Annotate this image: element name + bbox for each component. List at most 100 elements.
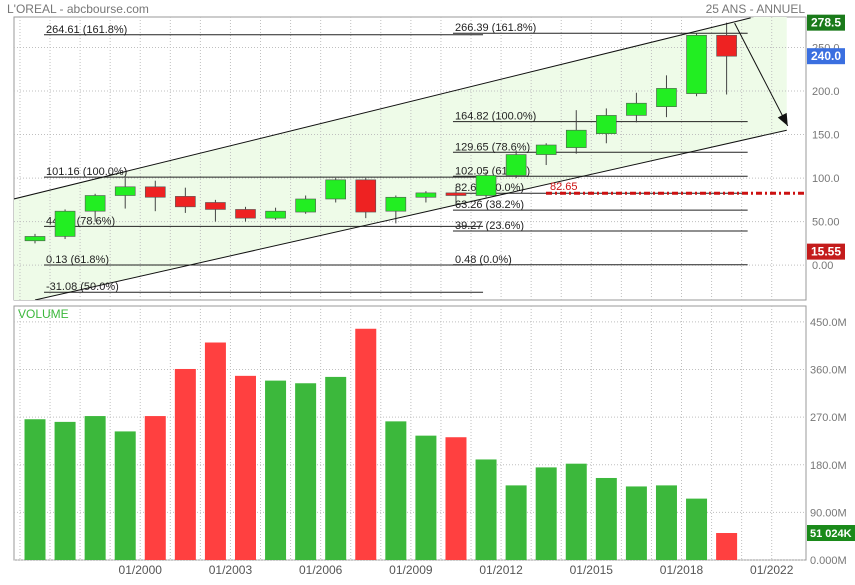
fib-level-label: 164.82 (100.0%) xyxy=(455,111,536,123)
candle-body xyxy=(235,209,256,219)
volume-bar xyxy=(565,463,587,560)
volume-bar xyxy=(355,328,377,560)
candle-body xyxy=(445,192,467,196)
axes: 0.0050.00100.0150.0200.0250.00.000M90.00… xyxy=(119,14,855,577)
fib-level-label: -31.08 (50.0%) xyxy=(46,281,119,293)
price-marker-box xyxy=(807,48,845,65)
price-tick-label: 100.0 xyxy=(812,173,840,185)
volume-bar xyxy=(535,467,557,560)
candle-body xyxy=(415,192,437,198)
trend-arrow-head xyxy=(777,112,788,126)
price-tick-label: 0.00 xyxy=(812,260,833,272)
x-tick-label: 01/2003 xyxy=(209,563,253,577)
candle-body xyxy=(656,88,677,107)
volume-tick-label: 90.00M xyxy=(810,507,847,519)
x-tick-label: 01/2006 xyxy=(299,563,343,577)
candle-body xyxy=(144,186,166,198)
fib-level-label: 264.61 (161.8%) xyxy=(46,24,127,36)
volume-tick-label: 0.000M xyxy=(810,555,847,567)
fib-level-label: 0.48 (0.0%) xyxy=(455,254,512,266)
candle-body xyxy=(175,196,196,208)
volume-bar xyxy=(54,421,76,560)
fib-level-label: 63.26 (38.2%) xyxy=(455,199,524,211)
x-tick-label: 01/2022 xyxy=(750,563,794,577)
volume-marker-box xyxy=(807,525,855,542)
volume-tick-label: 180.0M xyxy=(810,460,847,472)
candle-body xyxy=(505,154,527,176)
chart-title: L'OREAL - abcbourse.com xyxy=(7,2,149,16)
price-tick-label: 200.0 xyxy=(812,86,840,98)
volume-bar xyxy=(716,533,738,560)
price-marker-label: 15.55 xyxy=(811,245,841,259)
support-line-label: 82.65 xyxy=(550,181,578,193)
volume-bar xyxy=(505,485,527,560)
volume-bar xyxy=(234,375,256,560)
volume-marker-label: 51 024K xyxy=(810,528,852,540)
volume-tick-label: 450.0M xyxy=(810,317,847,329)
volume-bar xyxy=(204,342,226,560)
volume-bar xyxy=(174,368,196,560)
volume-bar xyxy=(415,435,437,560)
volume-bar xyxy=(295,383,317,560)
x-tick-label: 01/2009 xyxy=(389,563,433,577)
x-tick-label: 01/2015 xyxy=(570,563,614,577)
volume-tick-label: 270.0M xyxy=(810,412,847,424)
volume-bar xyxy=(114,431,136,560)
volume-bars xyxy=(24,328,738,560)
fib-level-label: 0.13 (61.8%) xyxy=(46,254,109,266)
price-marker-label: 278.5 xyxy=(811,16,841,30)
volume-bar xyxy=(625,486,647,560)
candle-body xyxy=(114,186,136,196)
fib-level-label: 129.65 (78.6%) xyxy=(455,141,530,153)
volume-bar xyxy=(24,419,46,560)
candle-body xyxy=(535,144,557,155)
fib-level-label: 101.16 (100.0%) xyxy=(46,166,127,178)
price-marker-box xyxy=(807,14,845,31)
fib-level-label: 39.27 (23.6%) xyxy=(455,220,524,232)
trend-arrow-line xyxy=(734,22,789,127)
volume-bar xyxy=(265,380,287,560)
candle-body xyxy=(355,179,377,213)
volume-bar xyxy=(445,437,467,560)
candle-body xyxy=(385,196,407,212)
price-marker-box xyxy=(807,243,845,260)
candles xyxy=(24,22,737,244)
volume-bar xyxy=(475,459,497,560)
channel-fill xyxy=(14,17,787,300)
volume-bar xyxy=(84,416,106,560)
candle-body xyxy=(475,175,497,196)
candle-body xyxy=(596,115,617,134)
candle-body xyxy=(686,34,707,94)
chart-period: 25 ANS - ANNUEL xyxy=(706,2,806,16)
volume-bar xyxy=(325,376,347,560)
x-tick-label: 01/2000 xyxy=(119,563,163,577)
candle-body xyxy=(565,129,587,148)
candle-body xyxy=(716,34,737,57)
volume-bar xyxy=(385,421,407,560)
fib-level-label: 266.39 (161.8%) xyxy=(455,22,536,34)
channel-lower-line xyxy=(34,129,787,300)
channel-upper-line xyxy=(14,17,751,200)
candle-body xyxy=(265,210,286,219)
volume-title: VOLUME xyxy=(18,307,69,321)
volume-bar xyxy=(595,477,617,560)
price-marker-label: 240.0 xyxy=(811,49,841,63)
volume-tick-label: 360.0M xyxy=(810,365,847,377)
candle-body xyxy=(24,236,46,242)
fibonacci-levels: 264.61 (161.8%)101.16 (100.0%)44.56 (78.… xyxy=(44,22,748,293)
candle-body xyxy=(626,102,647,116)
volume-bar xyxy=(686,498,708,560)
price-tick-label: 150.0 xyxy=(812,130,840,142)
candle-body xyxy=(295,198,316,213)
candle-body xyxy=(54,210,76,237)
volume-bar xyxy=(144,416,166,560)
candle-body xyxy=(205,202,226,210)
x-tick-label: 01/2012 xyxy=(479,563,523,577)
annotations: 82.65 xyxy=(14,17,806,300)
x-tick-label: 01/2018 xyxy=(660,563,704,577)
candle-body xyxy=(84,195,106,212)
candle-body xyxy=(325,179,347,200)
volume-bar xyxy=(655,485,677,560)
